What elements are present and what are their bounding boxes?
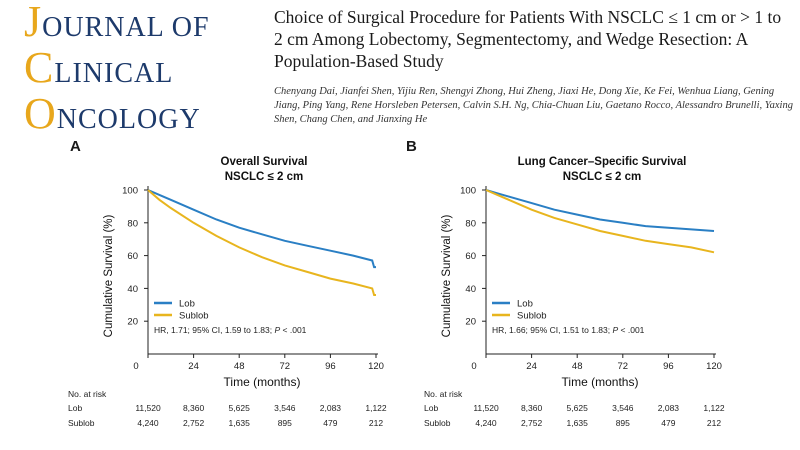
y-axis-label: Cumulative Survival (%) bbox=[441, 214, 453, 337]
risk-table-cell: 1,122 bbox=[365, 403, 387, 413]
risk-table-cell: 479 bbox=[661, 418, 675, 428]
series-line-sublob bbox=[147, 189, 376, 296]
panel-label: A bbox=[70, 138, 81, 155]
lung-cancer-specific-survival-chart: Lung Cancer–Specific Survival NSCLC ≤ 2 c… bbox=[424, 156, 725, 428]
chart-subtitle: NSCLC ≤ 2 cm bbox=[563, 171, 642, 183]
chart-title: Overall Survival bbox=[221, 156, 308, 168]
legend-label-sublob: Sublob bbox=[179, 311, 209, 322]
x-tick-label: 120 bbox=[706, 361, 722, 372]
y-tick-label: 80 bbox=[127, 218, 138, 229]
risk-table-cell: 479 bbox=[323, 418, 337, 428]
logo-initial-j: J bbox=[24, 0, 43, 46]
series-line-lob bbox=[485, 189, 715, 232]
risk-table-cell: 11,520 bbox=[473, 403, 499, 413]
y-tick-label: 60 bbox=[465, 251, 476, 262]
x-tick-label: 48 bbox=[234, 361, 245, 372]
series-line-sublob bbox=[485, 189, 715, 254]
risk-table-cell: 2,752 bbox=[521, 418, 543, 428]
y-axis-label: Cumulative Survival (%) bbox=[103, 214, 115, 337]
logo-initial-o: O bbox=[24, 89, 57, 138]
risk-table-cell: 895 bbox=[278, 418, 292, 428]
hr-text: HR, 1.71; 95% CI, 1.59 to 1.83; bbox=[154, 325, 275, 335]
risk-table-cell: 3,546 bbox=[274, 403, 296, 413]
risk-table-cell: 8,360 bbox=[521, 403, 543, 413]
risk-table-cell: 1,635 bbox=[567, 418, 589, 428]
risk-table-row-label: Lob bbox=[424, 403, 438, 413]
logo-initial-c: C bbox=[24, 43, 55, 92]
risk-table-cell: 5,625 bbox=[567, 403, 589, 413]
x-tick-label: 0 bbox=[133, 361, 138, 372]
x-axis-label: Time (months) bbox=[562, 375, 639, 389]
risk-table-row-label: Sublob bbox=[68, 418, 95, 428]
chart-subtitle: NSCLC ≤ 2 cm bbox=[225, 171, 304, 183]
journal-logo: JOURNAL OF CLINICAL ONCOLOGY bbox=[24, 0, 260, 140]
article-title: Choice of Surgical Procedure for Patient… bbox=[274, 7, 782, 71]
risk-table-cell: 4,240 bbox=[137, 418, 159, 428]
p-symbol: P bbox=[275, 325, 281, 335]
x-tick-label: 48 bbox=[572, 361, 583, 372]
y-tick-label: 80 bbox=[465, 218, 476, 229]
y-tick-label: 60 bbox=[127, 251, 138, 262]
risk-table-cell: 4,240 bbox=[475, 418, 497, 428]
x-tick-label: 24 bbox=[526, 361, 537, 372]
risk-table-cell: 2,752 bbox=[183, 418, 205, 428]
risk-table-cell: 895 bbox=[616, 418, 630, 428]
series-line-lob bbox=[147, 189, 376, 269]
chart-panel-a: A Overall Survival NSCLC ≤ 2 cm 20 40 60 80 10… bbox=[0, 130, 400, 450]
risk-table-row-label: Lob bbox=[68, 403, 82, 413]
risk-table-cell: 11,520 bbox=[135, 403, 161, 413]
logo-word-oncology: NCOLOGY bbox=[56, 104, 201, 135]
risk-table-cell: 2,083 bbox=[658, 403, 680, 413]
y-tick-label: 40 bbox=[465, 284, 476, 295]
legend-label-lob: Lob bbox=[517, 299, 533, 310]
risk-table-header: No. at risk bbox=[68, 389, 107, 399]
x-tick-label: 96 bbox=[663, 361, 674, 372]
logo-word-clinical: LINICAL bbox=[54, 58, 174, 89]
y-tick-label: 40 bbox=[127, 284, 138, 295]
risk-table-cell: 3,546 bbox=[612, 403, 634, 413]
hazard-ratio-annotation: HR, 1.66; 95% CI, 1.51 to 1.83; P < .001 bbox=[492, 325, 645, 335]
y-tick-label: 20 bbox=[127, 317, 138, 328]
risk-table-cell: 212 bbox=[707, 418, 721, 428]
x-tick-label: 0 bbox=[471, 361, 476, 372]
risk-table-cell: 212 bbox=[369, 418, 383, 428]
p-value: < .001 bbox=[280, 325, 307, 335]
x-tick-label: 72 bbox=[618, 361, 629, 372]
p-symbol: P bbox=[613, 325, 619, 335]
chart-title: Lung Cancer–Specific Survival bbox=[518, 156, 687, 168]
chart-panel-b: B Lung Cancer–Specific Survival NSCLC ≤ 2… bbox=[400, 130, 800, 450]
x-tick-label: 96 bbox=[325, 361, 336, 372]
p-value: < .001 bbox=[618, 325, 645, 335]
x-tick-label: 72 bbox=[280, 361, 291, 372]
hazard-ratio-annotation: HR, 1.71; 95% CI, 1.59 to 1.83; P < .001 bbox=[154, 325, 307, 335]
y-tick-label: 20 bbox=[465, 317, 476, 328]
risk-table-cell: 8,360 bbox=[183, 403, 205, 413]
legend-label-lob: Lob bbox=[179, 299, 195, 310]
y-tick-label: 100 bbox=[460, 186, 476, 197]
risk-table-cell: 5,625 bbox=[229, 403, 251, 413]
risk-table-cell: 2,083 bbox=[320, 403, 342, 413]
overall-survival-chart: Overall Survival NSCLC ≤ 2 cm 20 40 60 80 100 0… bbox=[68, 156, 387, 428]
legend-label-sublob: Sublob bbox=[517, 311, 547, 322]
panel-label: B bbox=[406, 138, 417, 155]
x-tick-label: 120 bbox=[368, 361, 384, 372]
hr-text: HR, 1.66; 95% CI, 1.51 to 1.83; bbox=[492, 325, 613, 335]
y-tick-label: 100 bbox=[122, 186, 138, 197]
x-tick-label: 24 bbox=[188, 361, 199, 372]
risk-table-header: No. at risk bbox=[424, 389, 463, 399]
article-authors: Chenyang Dai, Jianfei Shen, Yijiu Ren, S… bbox=[274, 86, 793, 125]
x-axis-label: Time (months) bbox=[224, 375, 301, 389]
risk-table-cell: 1,122 bbox=[703, 403, 725, 413]
logo-word-journal: OURNAL OF bbox=[42, 12, 210, 43]
risk-table-cell: 1,635 bbox=[229, 418, 251, 428]
risk-table-row-label: Sublob bbox=[424, 418, 451, 428]
